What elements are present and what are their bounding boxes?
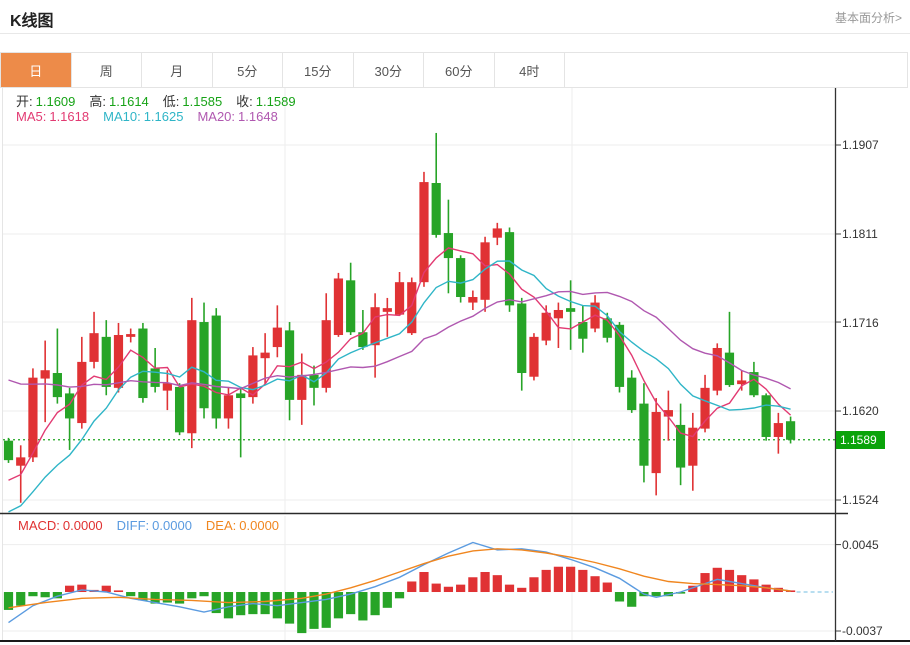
page-title: K线图 — [10, 13, 54, 30]
tab-30min[interactable]: 30分 — [353, 53, 424, 87]
ohlc-low-label: 低: — [162, 94, 180, 109]
macd-axis-tick: 0.0045 — [842, 538, 879, 552]
macd-info: MACD: 0.0000 DIFF: 0.0000 DEA: 0.0000 — [18, 518, 279, 533]
y-axis-tick: 1.1907 — [842, 138, 879, 152]
tab-month[interactable]: 月 — [142, 53, 213, 87]
ma-ma20-label: MA20: — [197, 109, 236, 124]
tab-week[interactable]: 周 — [71, 53, 142, 87]
ma-ma5-label: MA5: — [16, 109, 47, 124]
ohlc-open-value: 1.1609 — [35, 94, 76, 109]
fundamental-analysis-link[interactable]: 基本面分析> — [834, 11, 902, 25]
y-axis-tick: 1.1524 — [842, 493, 879, 507]
ohlc-low-value: 1.1585 — [182, 94, 223, 109]
macd-macd-label: MACD: — [18, 518, 60, 533]
ma-ma10-label: MA10: — [103, 109, 141, 124]
tab-4hour[interactable]: 4时 — [494, 53, 565, 87]
macd-macd-value: 0.0000 — [62, 518, 103, 533]
tab-day[interactable]: 日 — [1, 53, 72, 87]
macd-dea-value: 0.0000 — [239, 518, 280, 533]
macd-diff-value: 0.0000 — [152, 518, 192, 533]
ma-info: MA5: 1.1618 MA10: 1.1625 MA20: 1.1648 — [16, 109, 278, 124]
ma-ma20-value: 1.1648 — [238, 109, 278, 124]
y-axis-tick: 1.1716 — [842, 316, 879, 330]
tab-60min[interactable]: 60分 — [424, 53, 495, 87]
macd-dea-label: DEA: — [205, 518, 237, 533]
y-axis-tick: 1.1811 — [842, 227, 878, 241]
tab-15min[interactable]: 15分 — [283, 53, 354, 87]
ma-ma5-value: 1.1618 — [49, 109, 90, 124]
ma-ma10-value: 1.1625 — [143, 109, 184, 124]
ohlc-info: 开: 1.1609 高: 1.1614 低: 1.1585 收: 1.1589 — [16, 91, 296, 110]
ohlc-close-value: 1.1589 — [255, 94, 296, 109]
ohlc-open-label: 开: — [16, 94, 33, 109]
macd-diff-label: DIFF: — [116, 518, 150, 533]
last-price-badge: 1.1589 — [836, 431, 885, 449]
y-axis-tick: 1.1620 — [842, 404, 879, 418]
macd-axis-tick: -0.0037 — [842, 624, 883, 638]
ohlc-close-label: 收: — [236, 94, 253, 109]
period-tabs: 日周月 5分 15分 30分 60分 4时 — [0, 52, 908, 88]
ohlc-high-label: 高: — [89, 94, 107, 109]
tab-5min[interactable]: 5分 — [212, 53, 283, 87]
widget-header: K线图 基本面分析> — [0, 0, 910, 34]
ohlc-high-value: 1.1614 — [109, 94, 149, 109]
